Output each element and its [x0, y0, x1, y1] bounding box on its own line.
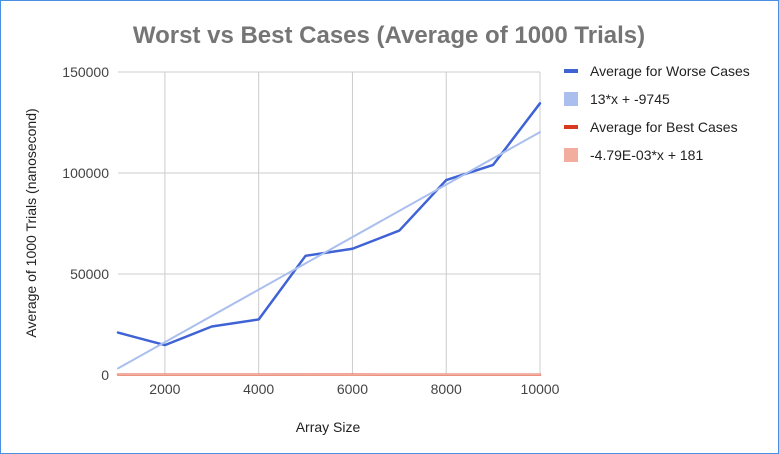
y-tick-label: 150000 — [62, 64, 109, 80]
x-tick-label: 8000 — [431, 381, 462, 397]
y-axis-ticks: 0 50000 100000 150000 — [62, 64, 109, 383]
y-tick-label: 50000 — [70, 266, 109, 282]
x-axis-ticks: 2000 4000 6000 8000 10000 — [149, 381, 559, 397]
legend: Average for Worse Cases 13*x + -9745 Avera… — [564, 63, 750, 163]
legend-swatch — [564, 92, 578, 106]
chart-title: Worst vs Best Cases (Average of 1000 Tri… — [133, 22, 645, 49]
y-axis-label: Average of 1000 Trials (nanosecond) — [23, 108, 39, 337]
gridlines — [118, 71, 541, 376]
x-tick-label: 10000 — [521, 381, 560, 397]
y-tick-label: 0 — [101, 367, 109, 383]
y-tick-label: 100000 — [62, 165, 109, 181]
legend-label: Average for Best Cases — [590, 119, 738, 135]
legend-label: -4.79E-03*x + 181 — [590, 147, 703, 163]
legend-swatch — [564, 69, 578, 73]
legend-label: 13*x + -9745 — [590, 91, 670, 107]
series-lines — [116, 102, 542, 376]
x-axis-label: Array Size — [296, 419, 361, 435]
legend-label: Average for Worse Cases — [590, 63, 750, 79]
legend-swatch — [564, 125, 578, 129]
legend-swatch — [564, 148, 578, 162]
series-line-average-for-worse-cases — [116, 102, 542, 347]
x-tick-label: 6000 — [337, 381, 368, 397]
x-tick-label: 2000 — [149, 381, 180, 397]
x-tick-label: 4000 — [243, 381, 274, 397]
series-line-13-x-9745 — [117, 131, 541, 370]
